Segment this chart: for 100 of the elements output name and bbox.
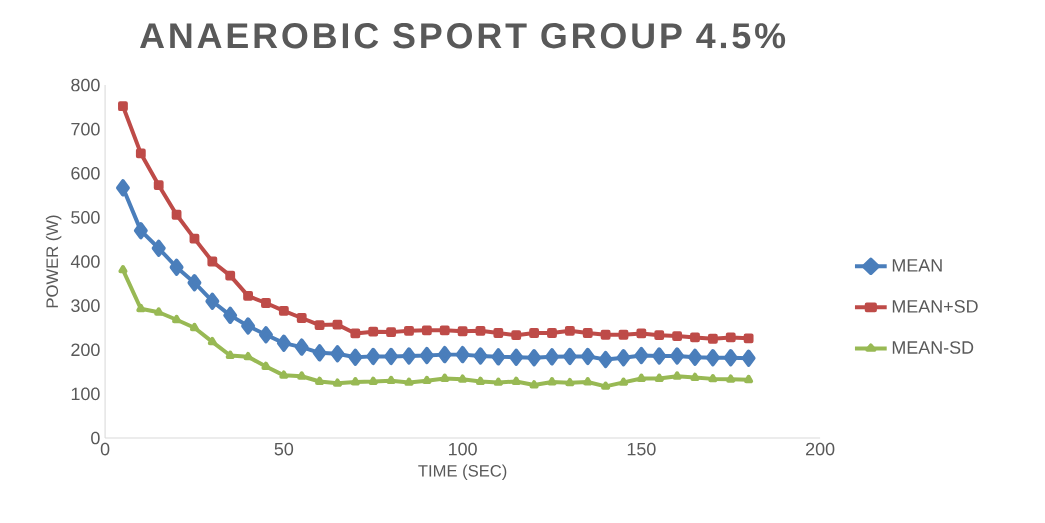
point	[565, 377, 575, 387]
point	[744, 374, 754, 384]
y-tick-label: 300	[71, 299, 100, 312]
point	[654, 330, 665, 341]
point	[705, 349, 720, 367]
point	[439, 325, 450, 336]
point	[473, 347, 488, 365]
point	[136, 303, 146, 313]
point	[672, 331, 683, 341]
x-axis-title: TIME (SEC)	[418, 464, 507, 480]
point	[598, 350, 613, 369]
y-tick-label: 200	[71, 343, 100, 357]
point	[225, 350, 235, 359]
point	[294, 338, 309, 356]
point	[458, 374, 468, 383]
point	[670, 347, 685, 365]
point	[690, 332, 700, 343]
point	[708, 373, 718, 383]
point	[601, 381, 611, 390]
legend-label: MEAN+SD	[892, 300, 978, 313]
point	[296, 313, 307, 323]
point	[314, 320, 325, 330]
point	[187, 274, 202, 292]
point	[279, 370, 289, 379]
point	[207, 336, 217, 346]
point	[366, 347, 381, 365]
point	[330, 345, 345, 363]
point	[582, 328, 593, 338]
y-tick-label: 500	[71, 211, 100, 224]
point	[332, 378, 342, 387]
point	[171, 209, 182, 220]
point	[723, 349, 738, 367]
point	[475, 325, 486, 336]
point	[547, 328, 557, 338]
point	[172, 314, 182, 324]
point	[404, 377, 414, 386]
point	[133, 221, 148, 240]
point	[511, 330, 522, 341]
point	[189, 322, 199, 332]
point	[368, 376, 378, 385]
point	[511, 376, 521, 385]
point	[707, 333, 718, 344]
point	[475, 376, 485, 385]
point	[261, 298, 271, 308]
point	[205, 292, 220, 310]
point	[672, 371, 682, 380]
point	[725, 332, 736, 343]
legend-label: MEAN	[892, 259, 942, 272]
x-tick-label: 100	[449, 442, 477, 456]
point	[437, 345, 452, 364]
point	[618, 329, 629, 340]
point	[652, 347, 667, 365]
point	[169, 258, 184, 276]
point	[386, 327, 397, 338]
point	[315, 376, 325, 385]
point	[368, 326, 379, 337]
point	[404, 325, 414, 336]
point	[634, 346, 649, 365]
point	[115, 179, 130, 197]
y-tick-label: 700	[71, 122, 100, 136]
point	[726, 374, 736, 383]
point	[118, 264, 128, 274]
point	[243, 291, 253, 301]
point	[618, 377, 629, 386]
point	[545, 348, 559, 366]
y-tick-label: 100	[71, 387, 100, 401]
point	[493, 377, 503, 386]
point	[419, 346, 434, 365]
y-tick-label: 800	[71, 78, 100, 92]
point	[580, 347, 595, 365]
point	[616, 349, 631, 367]
point	[189, 233, 200, 244]
point	[312, 344, 327, 362]
point	[278, 306, 289, 316]
point	[350, 328, 361, 339]
point	[455, 345, 470, 364]
point	[743, 333, 754, 344]
point	[654, 373, 664, 382]
point	[135, 148, 146, 159]
point	[421, 325, 432, 336]
point	[583, 377, 593, 386]
point	[509, 348, 524, 366]
point	[493, 328, 504, 338]
point	[636, 373, 646, 382]
point	[600, 329, 611, 340]
point	[118, 101, 128, 112]
point	[529, 380, 539, 389]
point	[457, 326, 468, 337]
y-axis-title: POWER (W)	[45, 215, 62, 308]
point	[225, 270, 236, 281]
point	[402, 347, 416, 365]
point	[562, 347, 577, 365]
y-tick-label: 600	[71, 166, 100, 180]
point	[440, 373, 450, 382]
x-tick-label: 50	[274, 442, 294, 456]
point	[350, 377, 360, 386]
point	[153, 180, 164, 191]
chart-title: ANAEROBIC SPORT GROUP 4.5%	[140, 23, 786, 49]
point	[690, 372, 700, 381]
point	[529, 328, 540, 338]
